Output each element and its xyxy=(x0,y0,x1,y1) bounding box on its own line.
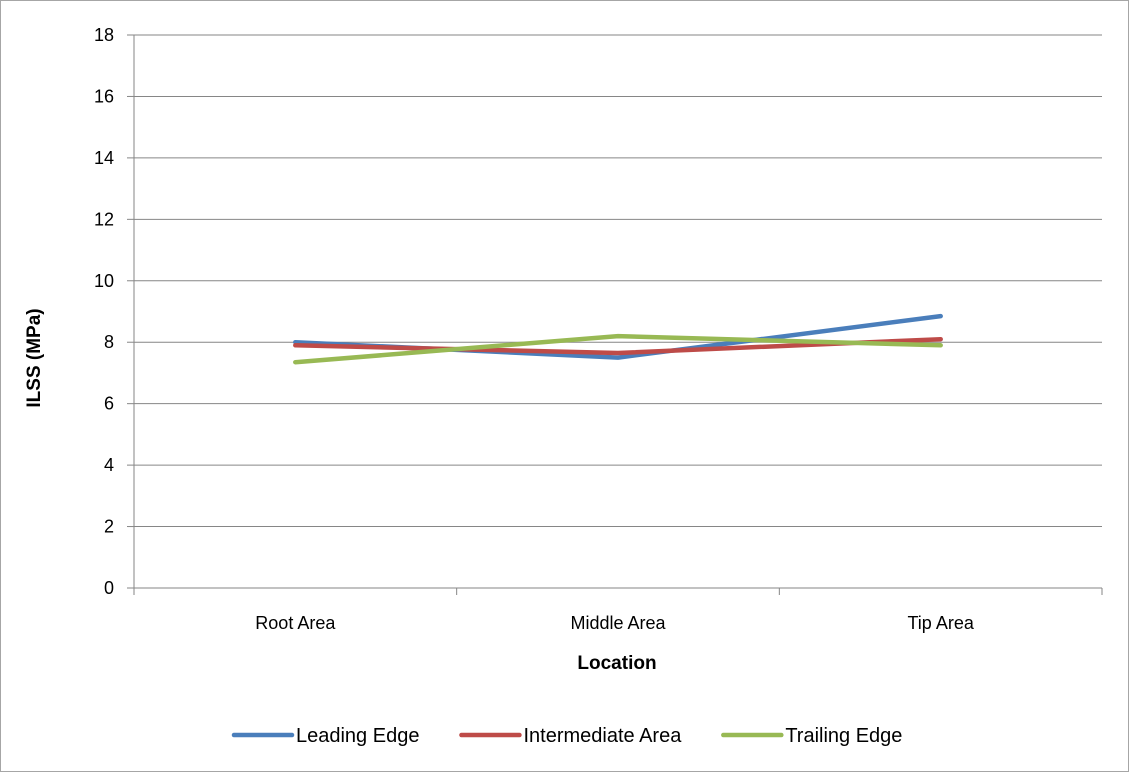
y-tick-label: 18 xyxy=(94,25,114,45)
y-tick-label: 2 xyxy=(104,517,114,537)
y-tick-label: 12 xyxy=(94,209,114,229)
x-tick-label: Tip Area xyxy=(907,613,974,633)
y-tick-label: 16 xyxy=(94,86,114,106)
x-axis-title: Location xyxy=(577,653,656,674)
x-tick-labels: Root Area Middle Area Tip Area xyxy=(255,613,975,633)
series-lines xyxy=(293,313,943,365)
y-tick-labels: 0 2 4 6 8 10 12 14 16 18 xyxy=(94,25,114,598)
x-tick-label: Middle Area xyxy=(570,613,666,633)
y-tick-label: 10 xyxy=(94,271,114,291)
series-line-trailing-edge xyxy=(293,333,943,365)
legend-label: Intermediate Area xyxy=(523,725,682,747)
y-tick-label: 6 xyxy=(104,394,114,414)
y-axis-title: ILSS (MPa) xyxy=(24,308,45,407)
y-tick-label: 0 xyxy=(104,578,114,598)
axes xyxy=(127,34,1103,595)
y-tick-label: 4 xyxy=(104,455,114,475)
y-tick-label: 8 xyxy=(104,332,114,352)
legend-label: Trailing Edge xyxy=(785,725,902,747)
x-tick-label: Root Area xyxy=(255,613,336,633)
legend: Leading Edge Intermediate Area Trailing Ed… xyxy=(231,725,902,747)
y-tick-label: 14 xyxy=(94,148,114,168)
legend-label: Leading Edge xyxy=(296,725,419,747)
gridlines xyxy=(134,34,1102,528)
